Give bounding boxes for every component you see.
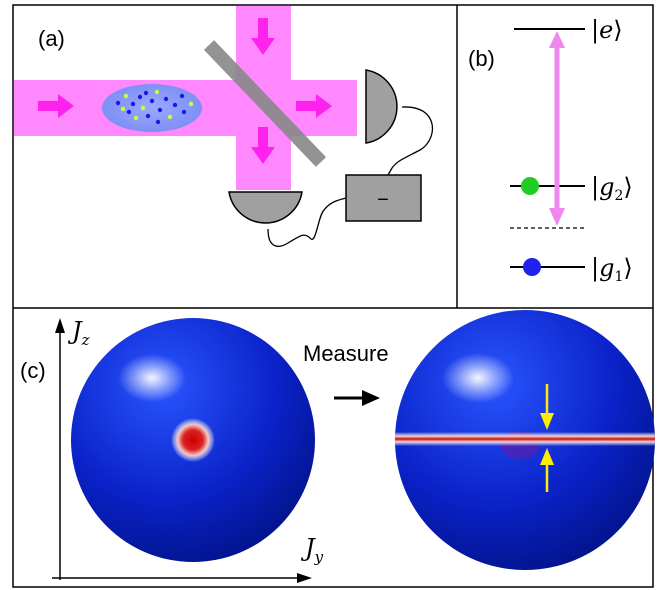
arrow-right-icon xyxy=(38,94,74,118)
transition-arrow-down-icon xyxy=(549,208,565,226)
wire-bottom-detector xyxy=(267,197,347,247)
atom-cloud xyxy=(102,84,202,132)
detector-bottom xyxy=(228,191,303,224)
atom-g1 xyxy=(523,258,541,276)
sphere-highlight xyxy=(442,353,514,403)
arrow-down-icon xyxy=(251,18,275,55)
atom-g2 xyxy=(521,177,539,195)
beam-splitter xyxy=(203,40,327,167)
ket-g2: |g2⟩ xyxy=(591,173,633,204)
subtraction-symbol: − xyxy=(377,189,389,211)
panel-a: − (a) xyxy=(14,6,434,247)
subtraction-box xyxy=(345,174,422,222)
axis-z-label: Jz xyxy=(67,317,90,349)
outer-frame xyxy=(12,4,654,588)
panel-b-label: (b) xyxy=(468,46,495,71)
wire-right-detector xyxy=(387,106,434,176)
panel-a-label: (a) xyxy=(38,26,65,51)
detector-right xyxy=(365,69,398,144)
panel-c-label: (c) xyxy=(20,358,46,383)
arrow-down-icon xyxy=(251,127,275,164)
squeeze-arrow-up-icon xyxy=(540,448,554,465)
coherent-state-spot xyxy=(171,418,215,462)
axis-y-arrowhead-icon xyxy=(297,573,312,583)
panel-c: (c) Jz Jy Measure xyxy=(20,310,655,583)
transition-arrow-up-icon xyxy=(549,31,565,48)
panel-b: (b) |e⟩ |g2⟩ |g1⟩ xyxy=(468,16,633,285)
measure-arrow-icon xyxy=(362,390,380,406)
arrow-right-icon xyxy=(296,94,332,118)
measure-label: Measure xyxy=(303,341,389,366)
ket-e: |e⟩ xyxy=(591,16,623,45)
atom-dots xyxy=(115,89,194,125)
squeezed-state-band xyxy=(395,432,655,446)
squeeze-arrow-down-icon xyxy=(540,413,554,430)
sphere-highlight xyxy=(118,354,186,402)
axis-y-label: Jy xyxy=(300,534,324,566)
axis-z-arrowhead-icon xyxy=(55,318,65,333)
ket-g1: |g1⟩ xyxy=(591,254,633,285)
